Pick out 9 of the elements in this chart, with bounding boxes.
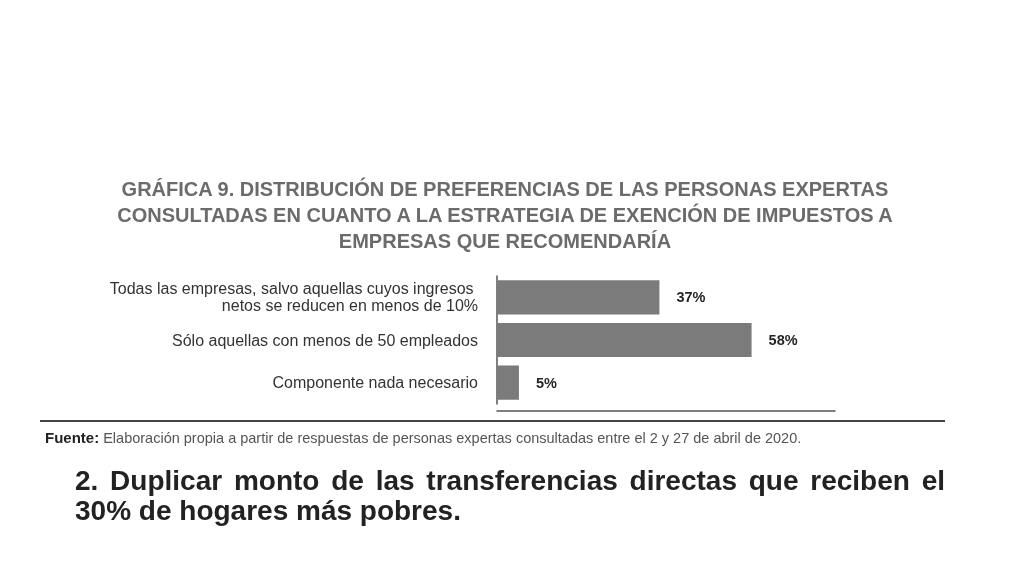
chart-title: GRÁFICA 9. DISTRIBUCIÓN DE PREFERENCIAS DE LAS PERSONAS EXPERTAS CONSULTADAS EN CUANTO A LA ESTRATEGIA DE EXENCIÓN DE IMPUESTOS A EMPRESAS QUE RECOMENDARÍA	[116, 176, 894, 254]
data-label: 58%	[768, 332, 798, 348]
y-tick-label: Sólo aquellas con menos de 50 empleados	[172, 331, 478, 349]
y-tick-label: Componente nada necesario	[272, 374, 479, 392]
data-label: 5%	[535, 374, 558, 391]
source-note: Fuente: Elaboración propia a partir de respuestas de personas expertas consultadas entre el 2 y 27 de abril de 2020.	[45, 429, 802, 447]
text: 2. Duplicar monto de las transferencias directas que reciben el 30% de hogares más pobres.	[75, 465, 945, 526]
y-tick-label: Todas las empresas, salvo aquellas cuyos ingresos netos se reducen en menos de 10%	[109, 280, 478, 315]
data-label: 37%	[676, 289, 706, 306]
